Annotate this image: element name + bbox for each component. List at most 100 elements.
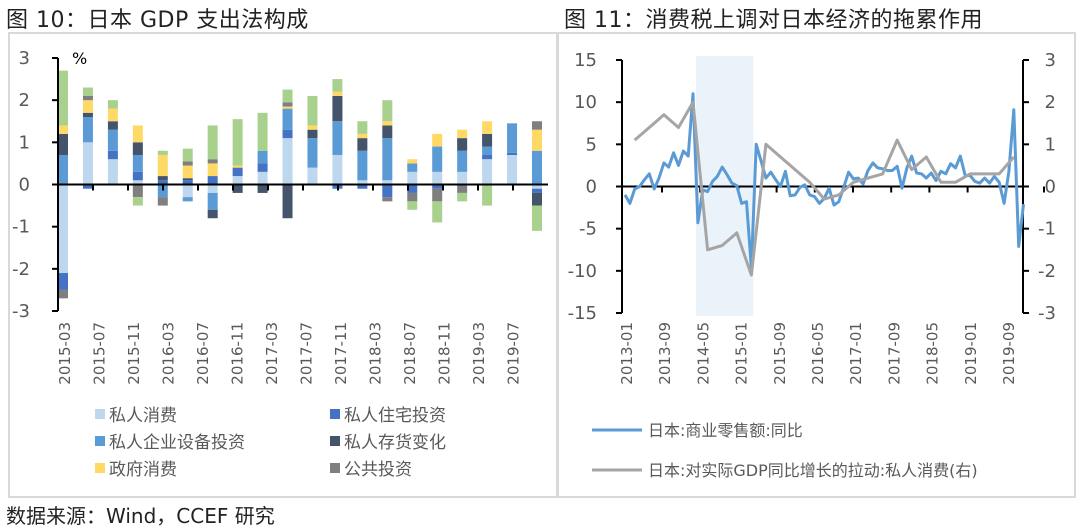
right-chart-left-y-tick-label: 0 bbox=[586, 177, 597, 198]
bar-segment bbox=[382, 125, 393, 139]
bar-segment bbox=[82, 100, 93, 113]
bar-segment bbox=[132, 154, 143, 172]
bar-segment bbox=[532, 184, 542, 189]
left-x-tick-label: 2019-07 bbox=[505, 322, 523, 385]
bar-segment bbox=[58, 154, 68, 185]
right-chart-right-y-tick-label: 1 bbox=[1045, 134, 1056, 155]
left-y-tick-label: -2 bbox=[12, 259, 30, 280]
bar-segment bbox=[58, 273, 68, 290]
right-chart-left-y-tick-label: -5 bbox=[579, 219, 597, 240]
left-x-tick-label: 2018-03 bbox=[367, 322, 385, 385]
bar-segment bbox=[382, 121, 393, 126]
legend-label: 私人消费 bbox=[109, 406, 177, 426]
bar-segment bbox=[357, 180, 368, 185]
bar-segment bbox=[332, 79, 343, 92]
bar-segment bbox=[432, 201, 443, 223]
bar-segment bbox=[257, 112, 268, 151]
bar-segment bbox=[232, 119, 243, 166]
legend-swatch bbox=[330, 463, 340, 473]
bar-segment bbox=[507, 123, 518, 153]
right-chart-x-tick-label: 2017-09 bbox=[885, 322, 903, 385]
right-chart-x-tick-label: 2013-01 bbox=[618, 322, 636, 385]
right-chart-x-tick-label: 2013-09 bbox=[656, 322, 674, 385]
bar-segment bbox=[82, 184, 93, 189]
bar-segment bbox=[407, 192, 418, 202]
bar-segment bbox=[132, 197, 143, 206]
right-chart-x-tick-label: 2019-01 bbox=[962, 322, 980, 385]
right-chart-left-y-tick-label: -15 bbox=[568, 303, 597, 324]
bar-segment bbox=[207, 192, 218, 210]
legend-label: 私人存货变化 bbox=[344, 433, 446, 453]
private-consumption-contribution-line bbox=[633, 100, 1015, 277]
bar-segment bbox=[457, 184, 468, 193]
left-figure-title: 图 10：日本 GDP 支出法构成 bbox=[6, 8, 309, 33]
bar-segment bbox=[107, 121, 118, 130]
bar-segment bbox=[182, 161, 193, 166]
bar-segment bbox=[332, 154, 343, 185]
legend-swatch bbox=[95, 409, 105, 419]
legend-label: 日本:商业零售额:同比 bbox=[648, 421, 803, 440]
bar-segment bbox=[132, 125, 143, 143]
bar-segment bbox=[532, 121, 542, 130]
bar-segment bbox=[107, 150, 118, 160]
bar-segment bbox=[357, 138, 368, 151]
bar-segment bbox=[207, 125, 218, 160]
bar-segment bbox=[107, 108, 118, 122]
bar-segment bbox=[58, 125, 68, 134]
bar-segment bbox=[82, 95, 93, 101]
bar-segment bbox=[482, 121, 493, 134]
left-x-tick-label: 2015-03 bbox=[56, 322, 74, 385]
bar-segment bbox=[257, 184, 268, 193]
legend-label: 私人企业设备投资 bbox=[109, 433, 245, 453]
right-chart-x-tick-label: 2016-05 bbox=[809, 322, 827, 385]
bar-segment bbox=[157, 176, 168, 181]
right-chart-right-y-tick-label: 2 bbox=[1045, 92, 1056, 113]
bar-segment bbox=[457, 129, 468, 139]
right-chart-right-y-tick-label: 3 bbox=[1045, 50, 1056, 71]
right-chart-x-tick-label: 2017-01 bbox=[847, 322, 865, 385]
bar-segment bbox=[482, 154, 493, 160]
right-chart-x-tick-label: 2018-05 bbox=[924, 322, 942, 385]
legend-swatch bbox=[330, 409, 340, 419]
bar-segment bbox=[107, 100, 118, 109]
right-chart-right-y-tick-label: -1 bbox=[1038, 219, 1056, 240]
legend-label: 私人住宅投资 bbox=[344, 406, 446, 426]
left-x-tick-label: 2016-03 bbox=[160, 322, 178, 385]
bar-segment bbox=[532, 150, 542, 185]
bar-segment bbox=[82, 87, 93, 96]
bar-segment bbox=[132, 171, 143, 181]
bar-segment bbox=[407, 184, 418, 193]
bar-segment bbox=[432, 146, 443, 172]
bar-segment bbox=[382, 100, 393, 122]
legend-swatch bbox=[330, 436, 340, 446]
bar-segment bbox=[432, 171, 443, 185]
bar-segment bbox=[432, 184, 443, 189]
bar-segment bbox=[282, 89, 293, 103]
left-y-tick-label: -3 bbox=[12, 301, 30, 322]
bar-segment bbox=[232, 176, 243, 185]
bar-segment bbox=[457, 192, 468, 202]
bar-segment bbox=[157, 154, 168, 177]
legend-label: 日本:对实际GDP同比增长的拉动:私人消费(右) bbox=[648, 461, 978, 480]
bar-segment bbox=[182, 165, 193, 179]
bar-segment bbox=[82, 117, 93, 143]
bar-segment bbox=[107, 159, 118, 185]
bar-segment bbox=[207, 184, 218, 193]
bar-segment bbox=[132, 180, 143, 185]
bar-segment bbox=[157, 184, 168, 198]
bar-segment bbox=[182, 184, 193, 198]
bar-segment bbox=[532, 192, 542, 206]
left-y-tick-label: -1 bbox=[12, 217, 30, 238]
bar-segment bbox=[207, 163, 218, 177]
bar-segment bbox=[232, 165, 243, 168]
bar-segment bbox=[307, 125, 318, 130]
bar-segment bbox=[407, 163, 418, 172]
bar-segment bbox=[432, 188, 443, 202]
left-x-tick-label: 2018-07 bbox=[401, 322, 419, 385]
bar-segment bbox=[407, 171, 418, 185]
left-chart-plot bbox=[52, 57, 548, 473]
bar-segment bbox=[357, 150, 368, 181]
right-chart-left-y-tick-label: -10 bbox=[568, 261, 597, 282]
bar-segment bbox=[307, 138, 318, 168]
